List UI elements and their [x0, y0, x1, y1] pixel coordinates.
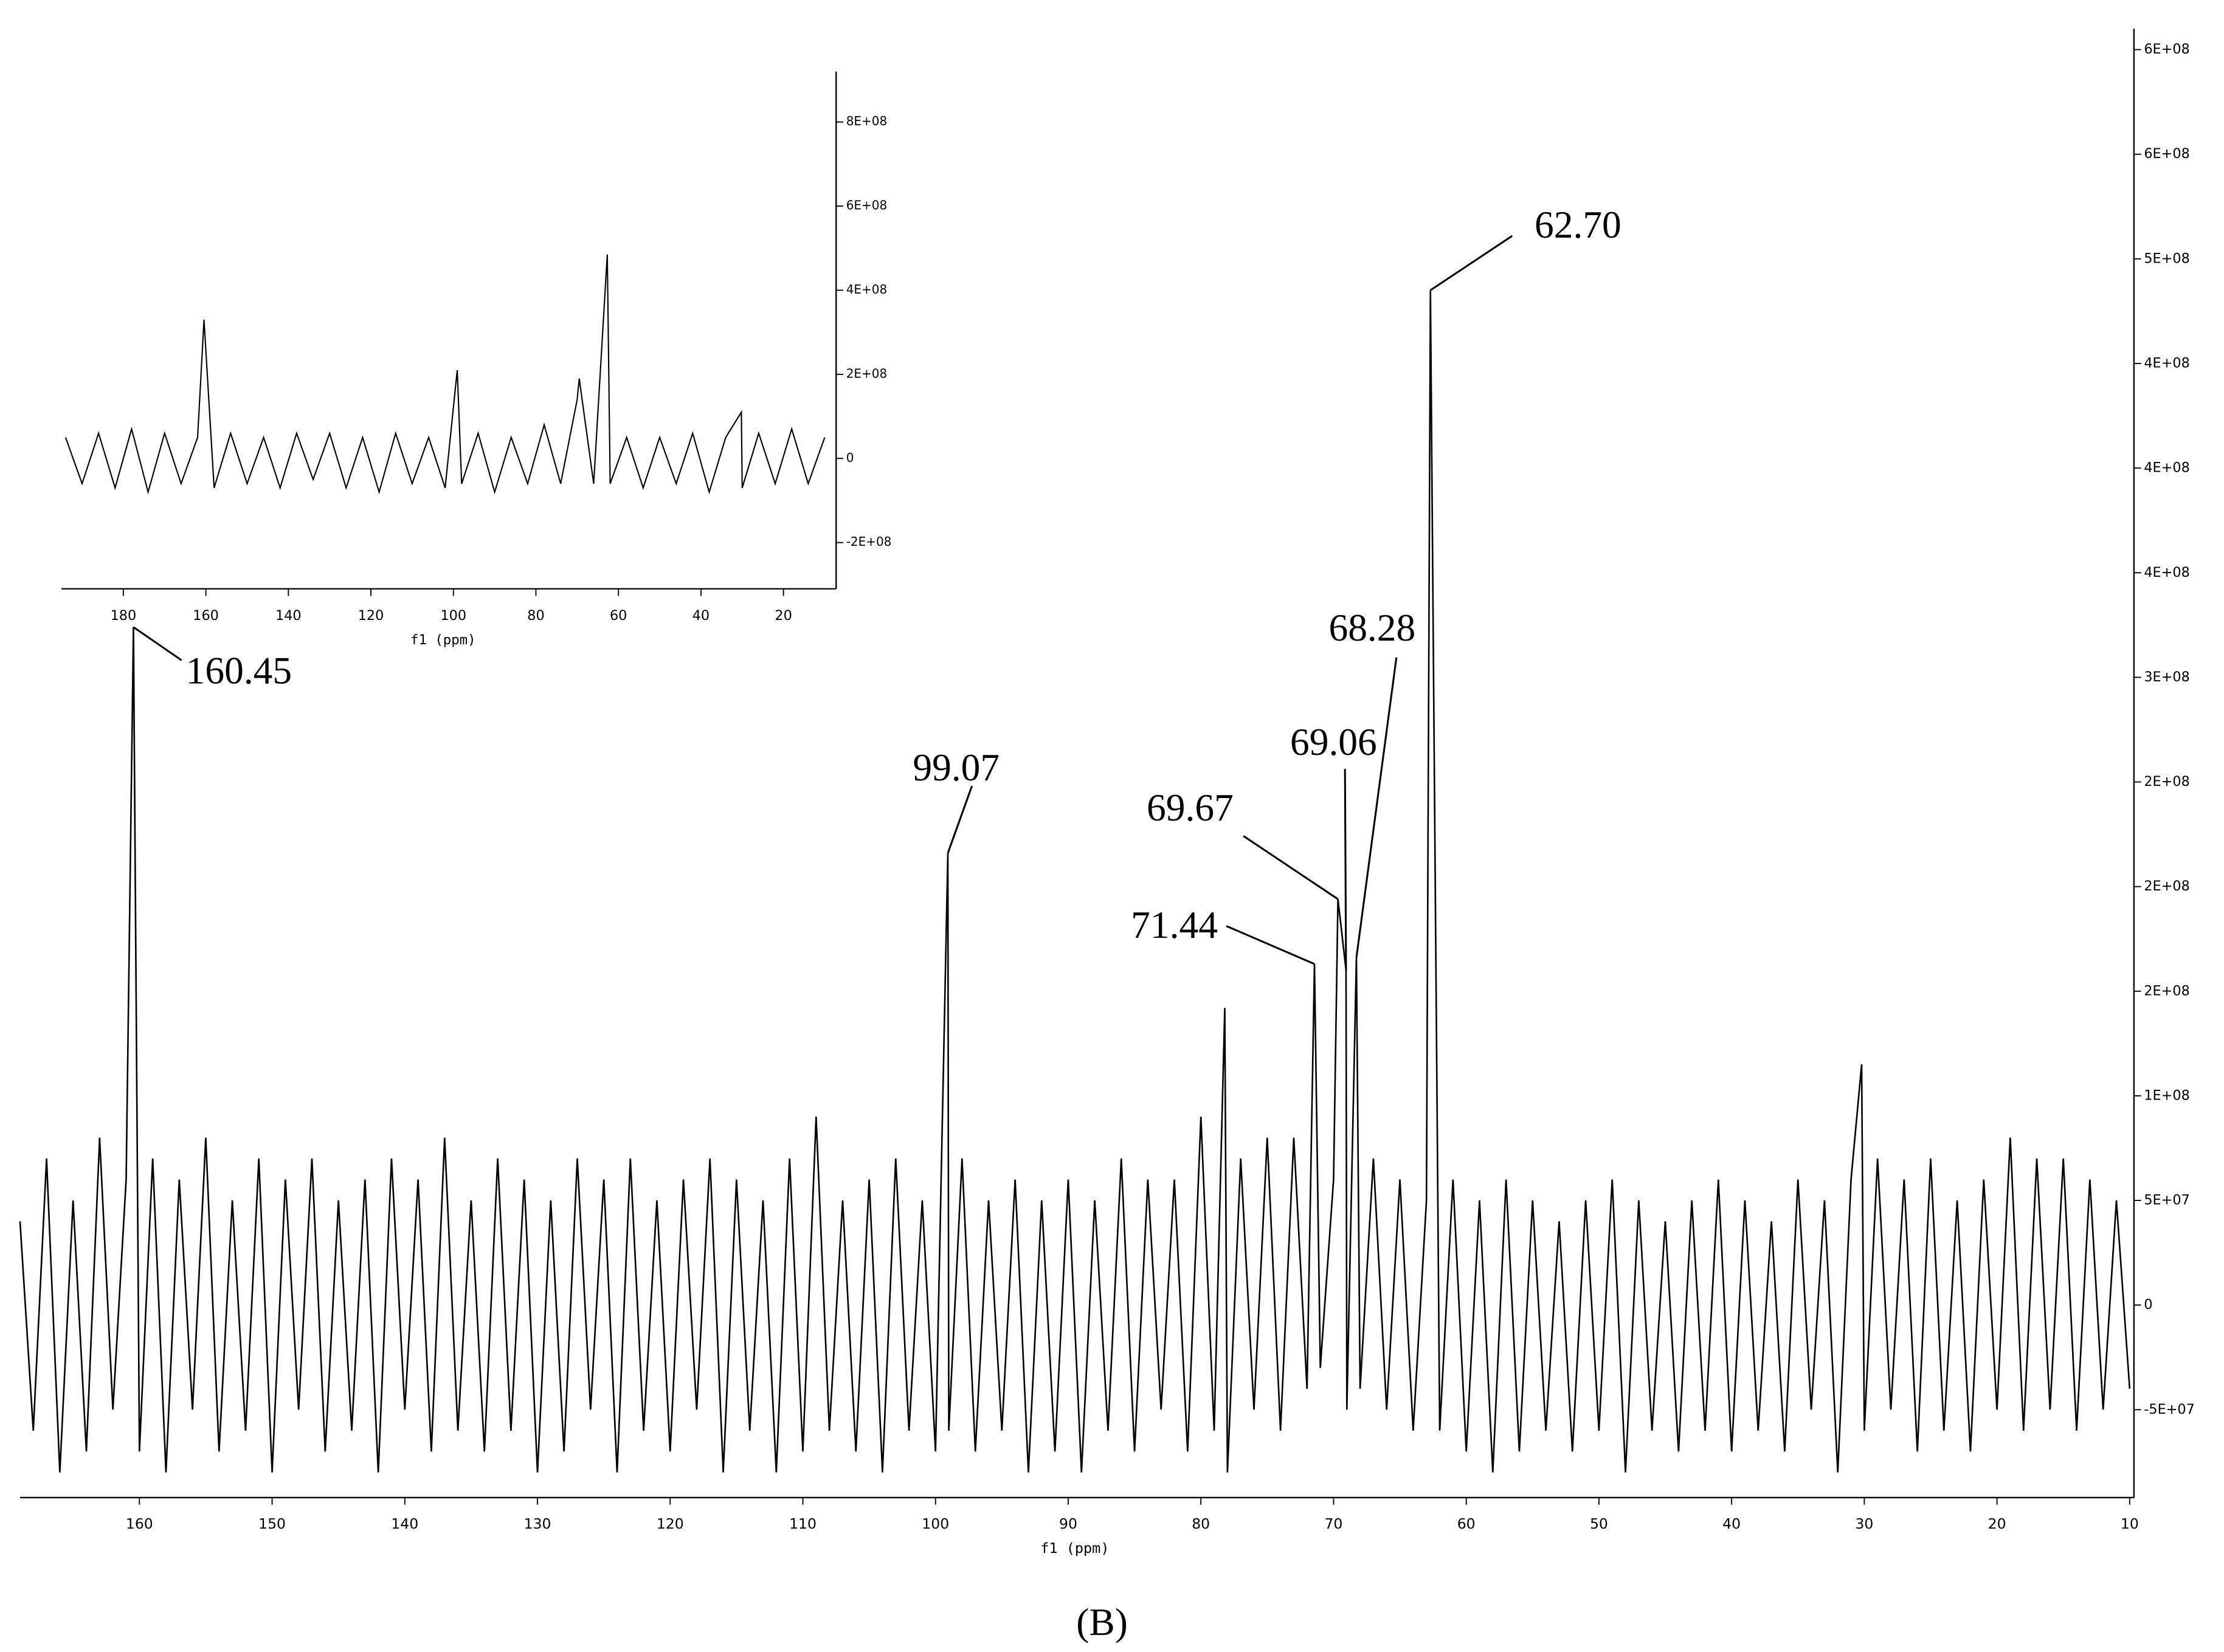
- y-tick-label: 1E+08: [2144, 1087, 2189, 1103]
- x-tick-label: 60: [1457, 1515, 1476, 1532]
- y-tick-label: 5E+07: [2144, 1193, 2189, 1208]
- x-tick-label: 100: [440, 608, 466, 624]
- y-tick-label: -5E+07: [2144, 1402, 2195, 1417]
- y-tick-label: 2E+08: [2144, 983, 2189, 999]
- x-tick-label: 160: [193, 608, 219, 624]
- y-tick-label: 4E+08: [2144, 460, 2189, 476]
- x-tick-label: 100: [922, 1515, 949, 1532]
- peak-leader: [1344, 768, 1347, 971]
- x-tick-label: 60: [610, 608, 627, 624]
- y-tick-label: 0: [2144, 1297, 2152, 1313]
- x-tick-label: 10: [2121, 1515, 2139, 1532]
- peak-leader: [1429, 235, 1513, 291]
- y-tick-label: 4E+08: [2144, 356, 2189, 371]
- y-tick-label: 5E+08: [2144, 250, 2189, 266]
- spectrum-panel: 160 150 140 130 120 110 100 90 80 70 60 50 40 30 20 10 -…: [19, 29, 2195, 1557]
- peak-leader: [1355, 657, 1398, 958]
- y-tick-label: 4E+08: [2144, 565, 2189, 580]
- x-tick-label: 90: [1059, 1515, 1077, 1532]
- x-tick-label: 20: [1988, 1515, 2006, 1532]
- x-tick-label: 140: [275, 608, 302, 624]
- x-tick-label: 20: [775, 608, 792, 624]
- x-tick-label: 40: [1722, 1515, 1741, 1532]
- y-tick-label: 4E+08: [846, 282, 887, 297]
- x-tick-label: 120: [358, 608, 384, 624]
- x-tick-label: 130: [524, 1515, 551, 1532]
- y-tick-label: 8E+08: [846, 114, 887, 128]
- peak-leader: [947, 785, 973, 854]
- peak-label: 99.07: [913, 746, 1000, 789]
- x-tick-label: 70: [1324, 1515, 1342, 1532]
- peak-leader: [1226, 925, 1315, 965]
- x-axis-label: f1 (ppm): [1040, 1540, 1109, 1557]
- x-axis-label: f1 (ppm): [410, 632, 476, 648]
- x-tick-label: 150: [258, 1515, 286, 1532]
- y-tick-label: 6E+08: [2144, 41, 2189, 57]
- peak-label: 69.67: [1147, 786, 1234, 829]
- y-tick-label: 6E+08: [2144, 146, 2189, 162]
- x-tick-label: 120: [657, 1515, 684, 1532]
- spectrum-panel: 180 160 140 120 100 80 60 40 20 -2E+08 0 2E+08 4E+08…: [61, 71, 892, 648]
- peak-leader: [1243, 835, 1339, 900]
- peak-label: 69.06: [1290, 720, 1377, 763]
- x-tick-label: 80: [527, 608, 544, 624]
- spectrum-line: [64, 254, 826, 495]
- peak-label: 68.28: [1328, 606, 1415, 649]
- x-tick-label: 30: [1855, 1515, 1873, 1532]
- x-tick-label: 160: [126, 1515, 153, 1532]
- y-tick-label: -2E+08: [846, 534, 892, 549]
- x-tick-label: 180: [111, 608, 137, 624]
- peak-label: 71.44: [1131, 903, 1218, 946]
- peak-label: 160.45: [186, 649, 292, 692]
- y-tick-label: 3E+08: [2144, 669, 2189, 685]
- x-tick-label: 140: [391, 1515, 418, 1532]
- y-tick-label: 6E+08: [846, 198, 887, 213]
- x-tick-label: 50: [1590, 1515, 1608, 1532]
- figure-caption: (B): [1076, 1600, 1128, 1643]
- y-tick-label: 2E+08: [2144, 774, 2189, 790]
- y-tick-label: 2E+08: [846, 366, 887, 380]
- spectrum-line: [19, 290, 2131, 1473]
- peak-label: 62.70: [1535, 203, 1621, 246]
- x-tick-label: 40: [692, 608, 710, 624]
- y-tick-label: 0: [846, 450, 854, 465]
- x-tick-label: 80: [1192, 1515, 1210, 1532]
- peak-leader: [133, 626, 182, 661]
- x-tick-label: 110: [789, 1515, 817, 1532]
- y-tick-label: 2E+08: [2144, 878, 2189, 894]
